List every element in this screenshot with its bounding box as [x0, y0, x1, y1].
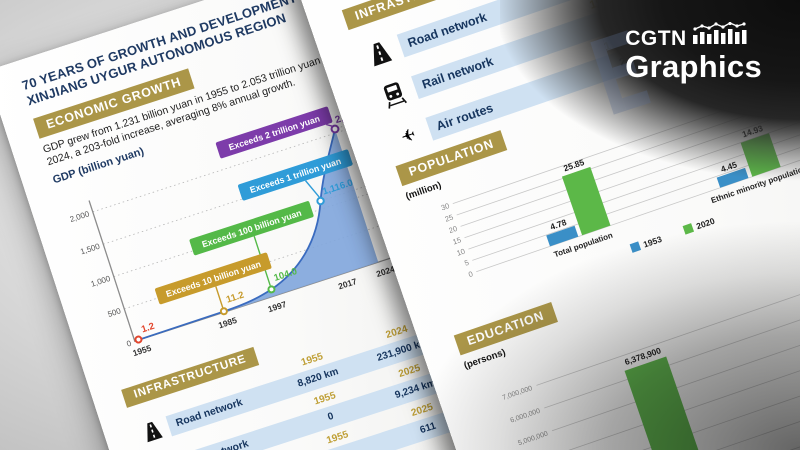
milestone-label-exceeds-2-trillion: Exceeds 2 trillion yuan [215, 106, 333, 159]
svg-text:0: 0 [467, 269, 474, 279]
svg-text:2017: 2017 [337, 276, 358, 291]
rail-icon [369, 76, 418, 113]
svg-text:500: 500 [107, 306, 123, 319]
svg-text:10: 10 [455, 247, 466, 258]
svg-text:1,500: 1,500 [79, 241, 101, 256]
bar-minority-2020 [740, 133, 781, 177]
svg-text:20: 20 [448, 224, 459, 235]
svg-text:1985: 1985 [217, 315, 238, 330]
logo-brand-text: CGTN [625, 27, 687, 50]
gdp-area-chart: Exceeds 10 billion yuan Exceeds 100 bill… [69, 105, 415, 358]
infra-row-road: 1955 2024 Road network 8,820 km 231,900 … [128, 310, 454, 447]
infographic-sheet-left: 70 YEARS OF GROWTH AND DEVELOPMENT OF XI… [0, 0, 545, 450]
svg-text:1997: 1997 [266, 299, 287, 314]
education-y-ticks: 7,000,000 6,000,000 5,000,000 4,000,000 [502, 385, 549, 447]
road-icon [355, 35, 404, 72]
svg-text:25: 25 [444, 213, 455, 224]
svg-text:30: 30 [440, 201, 451, 212]
milestone-label-exceeds-100-billion: Exceeds 100 billion yuan [189, 201, 314, 256]
svg-text:2020: 2020 [695, 216, 716, 232]
svg-text:5,000,000: 5,000,000 [517, 430, 549, 447]
svg-text:5: 5 [463, 258, 470, 268]
svg-text:15: 15 [452, 235, 463, 246]
population-y-ticks: 0 5 10 15 20 25 30 [440, 201, 474, 279]
svg-text:1.2: 1.2 [140, 321, 156, 336]
education-bars: 6,378,900 810,400 [623, 345, 718, 450]
bar-education-1 [624, 356, 718, 450]
svg-text:1,000: 1,000 [90, 274, 112, 289]
population-legend: 1953 2020 [629, 216, 716, 253]
bar-chart-trend-icon [692, 21, 750, 49]
infra-row-road: 1955 2024 Road network 8,820 km 231,900 … [350, 0, 800, 72]
infra-row-rail: 1955 2025 Rail network 0 9,234 km [364, 0, 800, 113]
svg-text:1953: 1953 [642, 234, 663, 250]
svg-text:0: 0 [126, 338, 134, 348]
svg-text:7,000,000: 7,000,000 [502, 385, 534, 402]
gdp-y-ticks: 0 500 1,000 1,500 2,000 [69, 209, 134, 348]
legend-swatch-1953 [629, 241, 642, 253]
legend-swatch-2020 [682, 223, 695, 235]
svg-text:Exceeds 100 billion yuan: Exceeds 100 billion yuan [201, 208, 303, 250]
cgtn-graphics-logo: CGTN [625, 21, 762, 84]
svg-text:11.2: 11.2 [225, 290, 245, 306]
gdp-point-markers [134, 124, 340, 344]
svg-text:2,000: 2,000 [69, 209, 91, 224]
svg-text:Exceeds 10 billion yuan: Exceeds 10 billion yuan [165, 259, 262, 299]
population-bars-total: 4.78 25.85 Total population [546, 157, 614, 259]
logo-word-text: Graphics [625, 49, 762, 84]
svg-text:1955: 1955 [131, 343, 152, 358]
milestone-label-exceeds-10-billion: Exceeds 10 billion yuan [154, 252, 272, 305]
svg-text:6,000,000: 6,000,000 [509, 408, 541, 425]
road-icon [133, 417, 172, 447]
